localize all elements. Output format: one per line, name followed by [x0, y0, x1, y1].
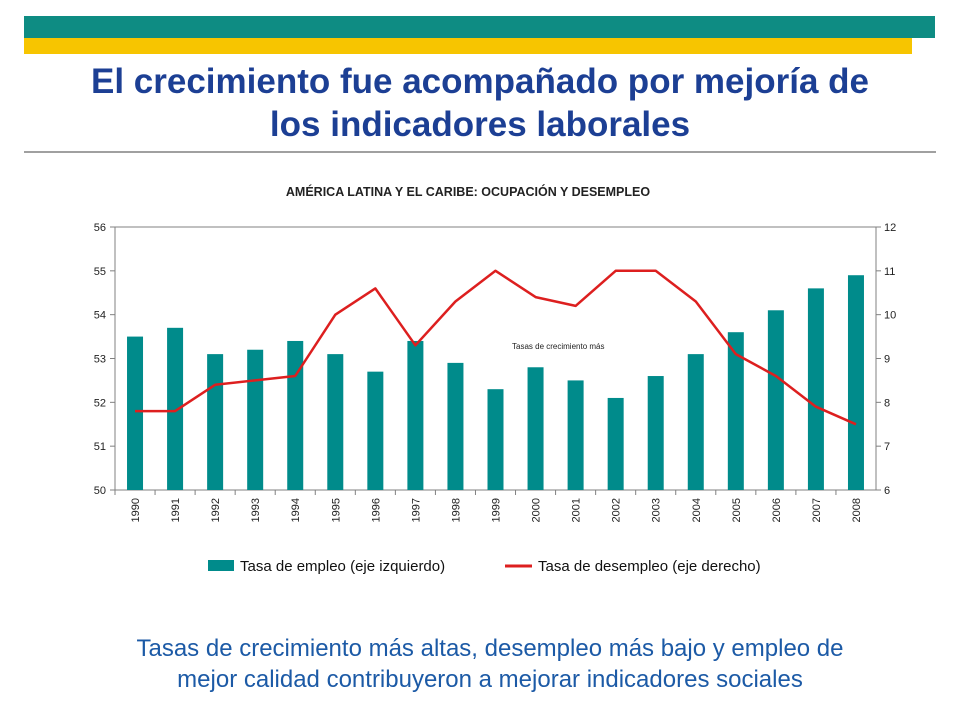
left-axis-tick-label: 55: [94, 266, 106, 278]
left-axis-tick-label: 51: [94, 441, 106, 453]
left-axis-tick-label: 56: [94, 222, 106, 234]
employment-bar: [407, 340, 424, 490]
x-axis-tick-label: 2003: [651, 498, 663, 522]
legend-swatch-employment: [208, 560, 234, 571]
plot-area: 50 51 52 53 54 55 56 6 7 8 9 10 11 12 1990 1991 1992 1993…: [94, 222, 897, 522]
x-axis-tick-label: 2008: [851, 498, 863, 522]
x-axis-tick-label: 2001: [571, 498, 583, 522]
slide-caption: Tasas de crecimiento más altas, desemple…: [40, 633, 940, 695]
right-axis-tick-label: 9: [884, 354, 890, 366]
employment-bar: [447, 362, 464, 490]
chart-annotation: Tasas de crecimiento más: [512, 342, 604, 351]
right-axis-tick-label: 11: [884, 266, 895, 278]
employment-bar: [567, 380, 584, 490]
legend: Tasa de empleo (eje izquierdo) Tasa de de…: [208, 558, 761, 575]
x-axis-tick-label: 2007: [811, 498, 823, 522]
x-axis-tick-label: 1992: [210, 498, 222, 522]
x-axis-tick-label: 1997: [410, 498, 422, 522]
employment-bar: [767, 310, 784, 490]
title-divider: [24, 151, 936, 153]
employment-bar: [127, 336, 144, 490]
x-axis-tick-label: 1994: [290, 498, 302, 522]
x-axis-tick-label: 2004: [691, 498, 703, 522]
x-axis-tick-label: 2000: [531, 498, 543, 522]
slide-title-line-1: El crecimiento fue acompañado por mejorí…: [91, 62, 869, 101]
left-axis-tick-label: 50: [94, 485, 106, 497]
slide-caption-line-2: mejor calidad contribuyeron a mejorar in…: [177, 666, 803, 693]
right-axis-tick-label: 8: [884, 397, 890, 409]
x-axis-tick-label: 1993: [250, 498, 262, 522]
right-axis-tick-label: 7: [884, 441, 890, 453]
header-yellow-band: [24, 38, 912, 54]
employment-bar: [287, 340, 304, 490]
x-axis-tick-label: 1999: [491, 498, 503, 522]
employment-bar: [647, 376, 664, 490]
x-axis-tick-label: 2005: [731, 498, 743, 522]
left-axis-tick-label: 52: [94, 397, 106, 409]
right-axis-tick-label: 12: [884, 222, 896, 234]
slide-title: El crecimiento fue acompañado por mejorí…: [24, 60, 936, 146]
right-axis-tick-label: 6: [884, 485, 890, 497]
legend-label-employment: Tasa de empleo (eje izquierdo): [240, 558, 445, 575]
left-axis-tick-label: 54: [94, 310, 106, 322]
employment-bar: [687, 354, 704, 490]
right-axis-tick-label: 10: [884, 310, 896, 322]
employment-bar: [527, 367, 544, 490]
x-axis-tick-label: 2006: [771, 498, 783, 522]
chart: AMÉRICA LATINA Y EL CARIBE: OCUPACIÓN Y …: [94, 184, 897, 575]
employment-bar: [487, 389, 504, 490]
employment-bar: [207, 354, 224, 490]
employment-bar: [727, 332, 744, 490]
legend-label-unemployment: Tasa de desempleo (eje derecho): [538, 558, 761, 575]
employment-bar: [247, 349, 264, 490]
employment-bar: [367, 371, 384, 490]
employment-bar: [167, 327, 184, 490]
x-axis-tick-label: 1991: [170, 498, 182, 522]
employment-bar: [607, 397, 624, 490]
employment-bar: [327, 354, 344, 490]
x-axis-tick-label: 1990: [130, 498, 142, 522]
employment-bar: [807, 288, 824, 490]
slide-caption-line-1: Tasas de crecimiento más altas, desemple…: [136, 635, 844, 662]
x-axis-tick-label: 2002: [611, 498, 623, 522]
unemployment-line: [135, 269, 857, 426]
header-teal-band: [24, 16, 935, 38]
x-axis-tick-label: 1996: [370, 498, 382, 522]
x-axis-tick-label: 1995: [330, 498, 342, 522]
x-axis-tick-label: 1998: [450, 498, 462, 522]
chart-title: AMÉRICA LATINA Y EL CARIBE: OCUPACIÓN Y …: [286, 184, 650, 199]
left-axis-tick-label: 53: [94, 354, 106, 366]
slide-title-line-2: los indicadores laborales: [269, 105, 691, 144]
employment-bar: [847, 275, 864, 490]
